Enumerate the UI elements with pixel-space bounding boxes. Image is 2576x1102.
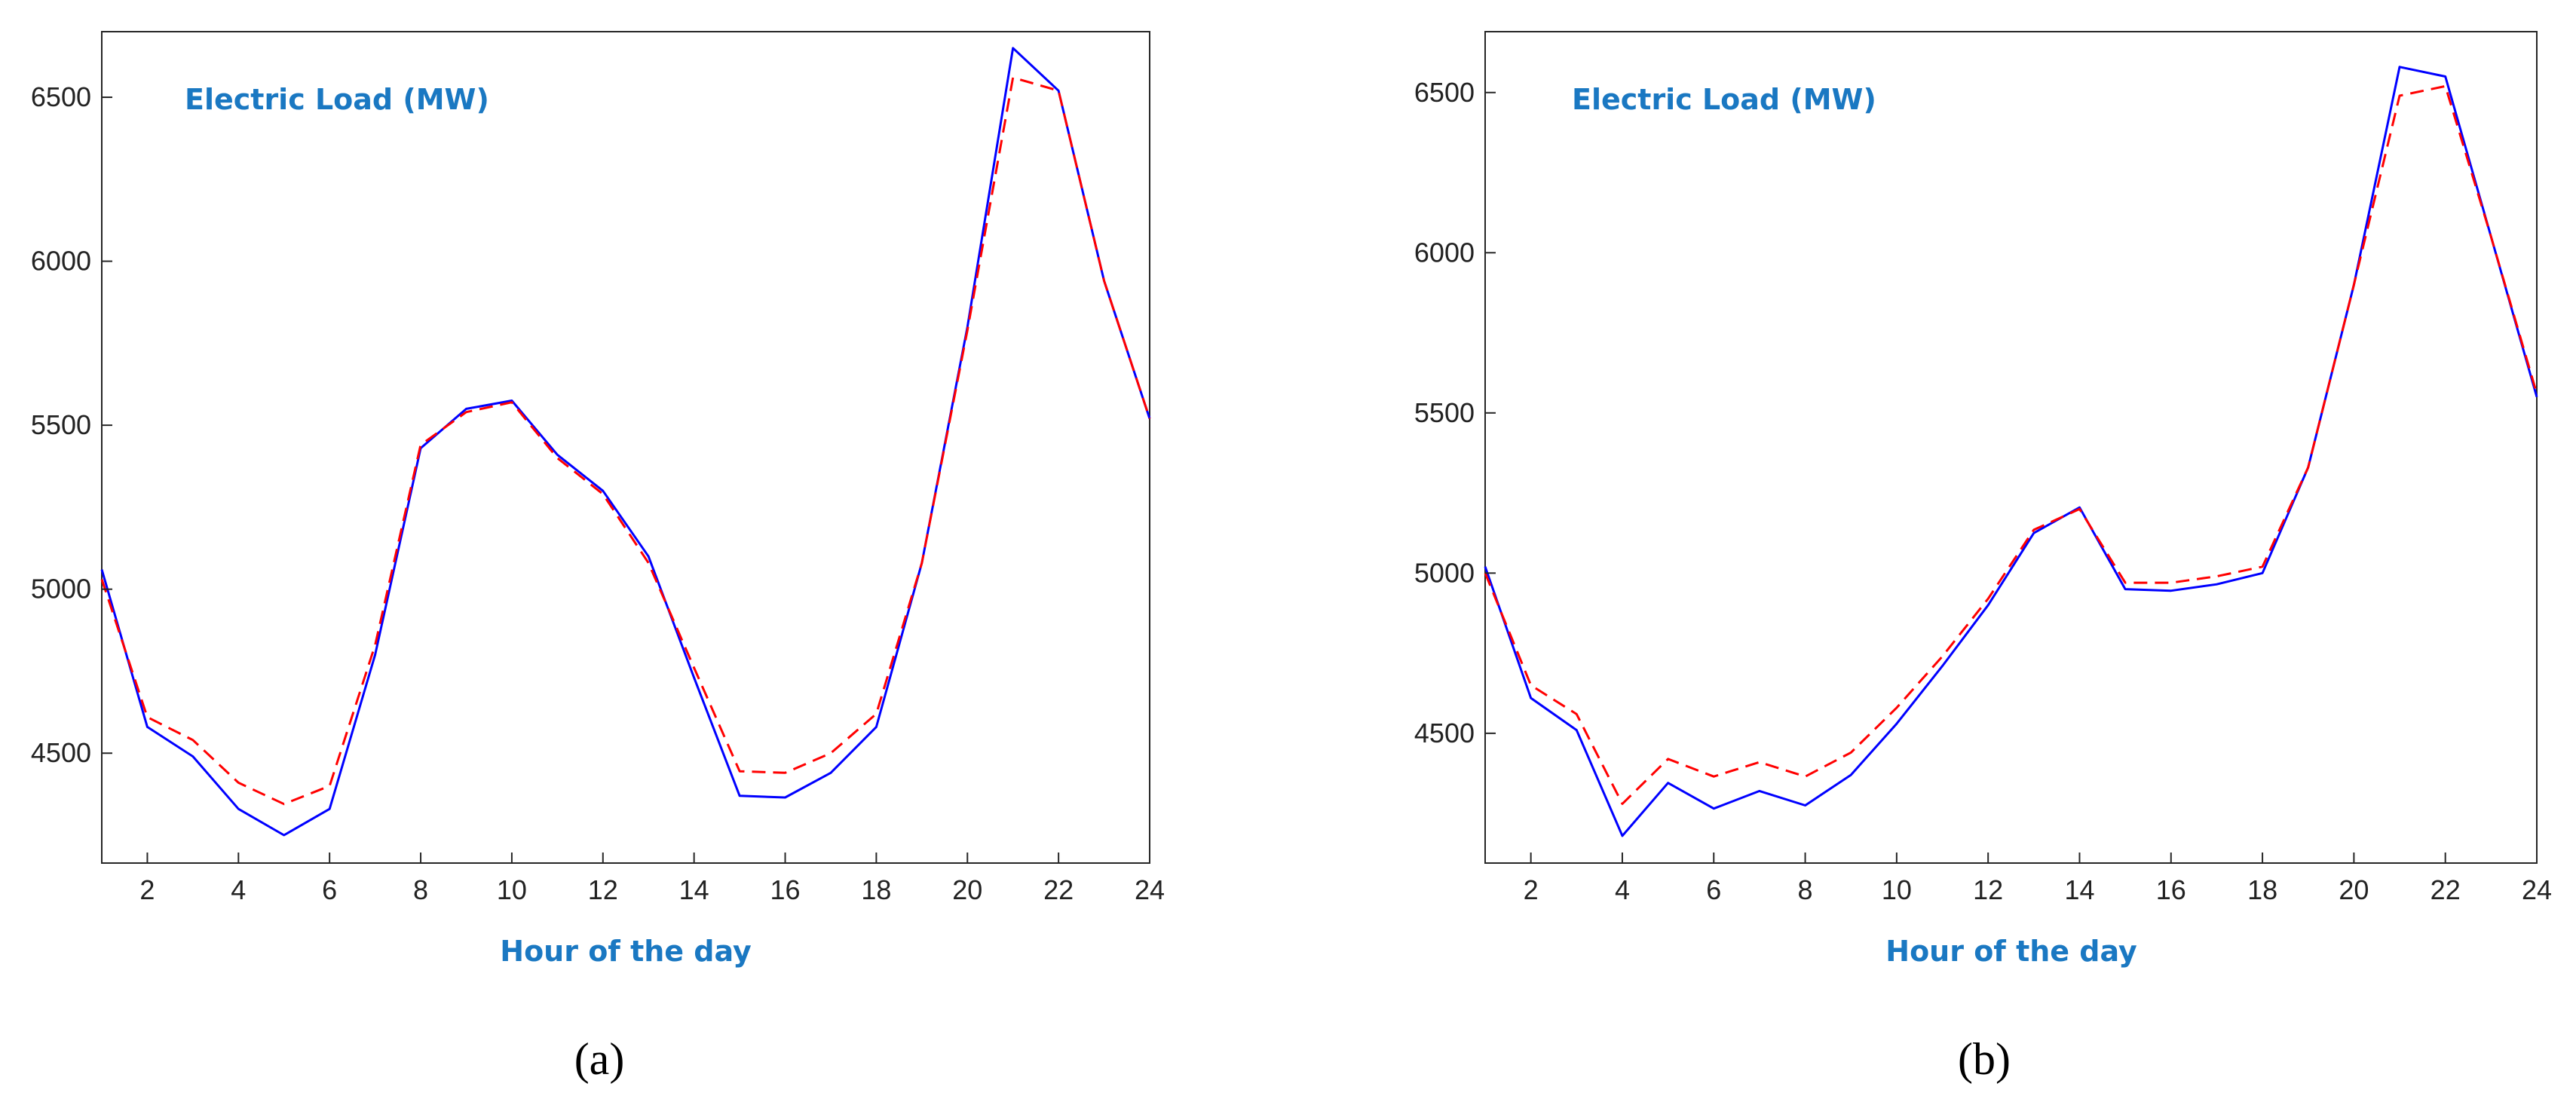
x-tick-label: 10 (1882, 874, 1912, 905)
series-layer (100, 47, 1151, 837)
panel-caption: (b) (1958, 1034, 2011, 1084)
x-tick-label: 14 (2064, 874, 2094, 905)
y-tick-label: 6500 (31, 81, 91, 112)
y-tick-label: 6000 (1414, 237, 1475, 268)
x-tick-label: 12 (588, 874, 618, 905)
x-tick-label: 8 (1798, 874, 1813, 905)
y-axis-ticks: 4500 5000 5500 6000 6500 (31, 81, 112, 768)
x-tick-label: 18 (2247, 874, 2277, 905)
y-tick-label: 5500 (1414, 397, 1475, 428)
x-tick-label: 20 (952, 874, 982, 905)
x-tick-label: 14 (679, 874, 709, 905)
x-tick-label: 18 (861, 874, 891, 905)
y-tick-label: 5000 (1414, 557, 1475, 588)
x-tick-label: 22 (2431, 874, 2461, 905)
x-axis-ticks: 2 4 6 8 10 12 14 16 18 20 22 24 (1524, 853, 2552, 905)
y-tick-label: 4500 (31, 737, 91, 768)
chart-panel-a: 2 4 6 8 10 12 14 16 18 20 22 24 4500500055006000650… (31, 31, 1165, 1084)
plot-area-frame (1484, 31, 2538, 864)
chart-title: Electric Load (MW) (1572, 83, 1876, 116)
y-tick-label: 5500 (31, 409, 91, 440)
y-tick-label: 6500 (1414, 77, 1475, 108)
y-tick-label: 5000 (31, 574, 91, 605)
y-tick-label: 6000 (31, 246, 91, 277)
x-tick-label: 20 (2339, 874, 2369, 905)
x-tick-label: 8 (413, 874, 428, 905)
x-tick-label: 24 (2522, 874, 2552, 905)
x-tick-label: 24 (1135, 874, 1165, 905)
x-tick-label: 2 (139, 874, 155, 905)
chart-title: Electric Load (MW) (185, 83, 489, 116)
plot-area-frame (101, 31, 1150, 864)
y-tick-label: 4500 (1414, 718, 1475, 748)
x-tick-label: 10 (497, 874, 527, 905)
chart-panel-b: 2 4 6 8 10 12 14 16 18 20 22 24 4500500055006000650… (1414, 31, 2552, 1084)
x-tick-label: 4 (231, 874, 246, 905)
x-tick-label: 22 (1043, 874, 1074, 905)
x-axis-title: Hour of the day (1885, 935, 2137, 968)
x-tick-label: 4 (1615, 874, 1630, 905)
series-line-solid (100, 47, 1151, 837)
x-tick-label: 16 (770, 874, 800, 905)
series-layer (1484, 66, 2538, 837)
y-axis-ticks: 4500 5000 5500 6000 6500 (1414, 77, 1496, 748)
x-tick-label: 6 (1706, 874, 1721, 905)
x-tick-label: 6 (322, 874, 337, 905)
x-tick-label: 2 (1524, 874, 1539, 905)
x-axis-ticks: 2 4 6 8 10 12 14 16 18 20 22 24 (139, 853, 1165, 905)
x-tick-label: 12 (1973, 874, 2003, 905)
series-line-dashed (1484, 84, 2538, 805)
x-tick-label: 16 (2156, 874, 2186, 905)
x-axis-title: Hour of the day (500, 935, 752, 968)
series-line-dashed (100, 76, 1151, 806)
panel-caption: (a) (574, 1034, 625, 1084)
